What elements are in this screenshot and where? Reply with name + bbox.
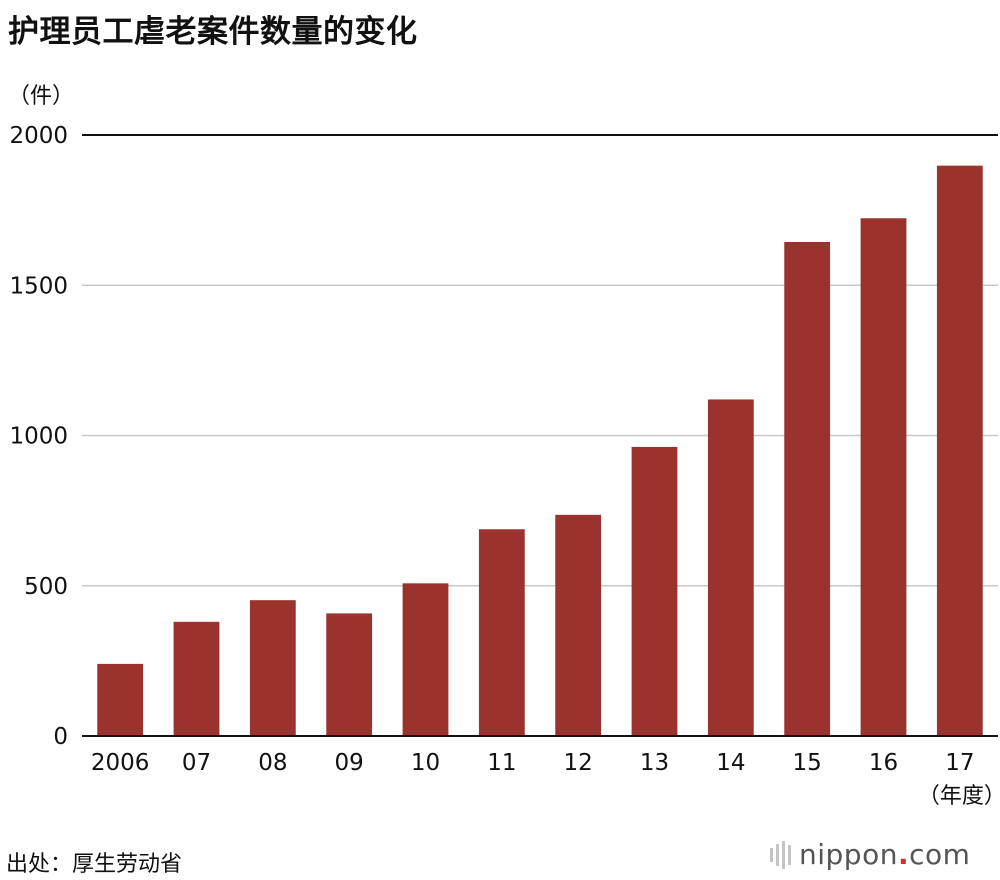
chart-title: 护理员工虐老案件数量的变化 [8, 14, 418, 50]
axis-labels: 0 500 1000 1500 2000 2006 07 08 09 10 11 12 13 14 15 16… [9, 123, 1000, 809]
brand-wordmark: nippon.com [799, 838, 970, 871]
bar [936, 165, 983, 736]
x-tick-label: 14 [716, 750, 745, 776]
x-tick-label: 2006 [91, 750, 150, 776]
bar [860, 218, 907, 736]
bar [631, 446, 678, 736]
bar [478, 529, 525, 736]
x-tick-label: 08 [258, 750, 287, 776]
x-tick-label: 12 [564, 750, 593, 776]
y-tick-label: 1000 [9, 424, 68, 450]
brand-logo: nippon.com [770, 838, 970, 871]
brand-name-left: nippon [799, 838, 898, 871]
x-tick-label: 09 [335, 750, 364, 776]
y-tick-label: 500 [24, 574, 68, 600]
x-axis-unit-label: （年度） [918, 784, 1000, 809]
bar [402, 583, 449, 736]
brand-name-right: com [909, 838, 971, 871]
source-note: 出处：厚生劳动省 [6, 852, 183, 877]
x-tick-label: 10 [411, 750, 440, 776]
x-tick-label: 15 [793, 750, 822, 776]
bars [97, 165, 983, 736]
x-tick-label: 07 [182, 750, 211, 776]
x-tick-label: 16 [869, 750, 898, 776]
brand-mark-icon [770, 840, 791, 869]
bar [173, 621, 220, 736]
y-axis-unit-label: （件） [8, 84, 75, 109]
y-tick-label: 0 [53, 724, 68, 750]
brand-dot: . [897, 838, 910, 871]
bar [97, 663, 144, 736]
x-tick-label: 13 [640, 750, 669, 776]
y-tick-label: 2000 [9, 123, 68, 149]
bar [784, 241, 831, 736]
x-tick-label: 11 [487, 750, 516, 776]
bar [707, 399, 754, 736]
y-tick-label: 1500 [9, 273, 68, 299]
bar [555, 514, 602, 736]
bar [326, 613, 373, 736]
bar [249, 600, 296, 736]
x-tick-label: 17 [945, 750, 974, 776]
gridlines [82, 134, 998, 587]
